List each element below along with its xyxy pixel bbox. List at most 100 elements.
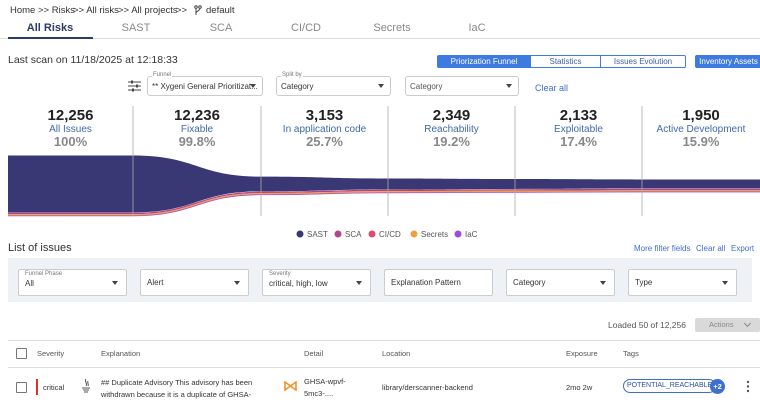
checkbox[interactable]	[16, 382, 27, 393]
stage-name: All Issues	[49, 124, 92, 135]
select-value: Category	[281, 82, 314, 91]
column-header[interactable]: Detail	[304, 349, 324, 358]
clear-all-link[interactable]: Clear all	[535, 83, 569, 93]
button-label: Actions	[709, 320, 734, 329]
stage-percent: 100%	[54, 134, 88, 149]
legend-label: Secrets	[421, 230, 448, 239]
view-button[interactable]: Statistics	[530, 55, 601, 68]
tab[interactable]: CI/CD	[291, 22, 321, 34]
filter-input[interactable]: Explanation Pattern	[384, 269, 493, 296]
breadcrumb-item[interactable]: default	[206, 5, 235, 16]
stage-name: In application code	[283, 124, 367, 135]
view-button[interactable]: Issues Evolution	[600, 55, 686, 68]
stage-percent: 99.8%	[179, 134, 216, 149]
section-title: List of issues	[8, 242, 72, 254]
filter-value: Explanation Pattern	[391, 278, 461, 287]
checkbox[interactable]	[16, 348, 27, 359]
stage-name: Active Development	[657, 124, 746, 135]
more-tags[interactable]: +2	[710, 379, 725, 394]
legend-swatch	[410, 230, 418, 238]
category-select[interactable]: Category	[405, 76, 519, 96]
tab[interactable]: Secrets	[373, 22, 411, 34]
filter-select[interactable]: Funnel Phase All	[18, 269, 127, 296]
view-button[interactable]: Priorization Funnel	[437, 55, 531, 68]
link[interactable]: Clear all	[696, 244, 726, 253]
loaded-count: Loaded 50 of 12,256	[608, 320, 686, 330]
stage-name: Fixable	[181, 124, 214, 135]
legend-swatch	[334, 230, 342, 238]
funnel-band	[8, 155, 760, 213]
stage-name: Exploitable	[554, 124, 603, 135]
stage-name: Reachability	[424, 124, 478, 135]
tab-bar	[0, 38, 760, 39]
inventory-button[interactable]: Inventory Assets	[695, 55, 760, 68]
filter-value: Type	[635, 278, 653, 287]
filter-icon[interactable]	[128, 80, 141, 92]
java-icon	[82, 378, 90, 393]
legend-label: SAST	[307, 230, 328, 239]
filter-value: All	[25, 279, 34, 288]
select-placeholder: Category	[410, 82, 443, 91]
filter-select[interactable]: Category	[506, 269, 615, 296]
exposure: 2mo 2w	[566, 383, 593, 392]
actions-button[interactable]: Actions	[695, 318, 760, 332]
stage-percent: 17.4%	[560, 134, 597, 149]
filter-select[interactable]: Type	[628, 269, 737, 296]
table-border	[8, 340, 760, 341]
column-header[interactable]: Explanation	[101, 349, 141, 358]
select-value: ** Xygeni General Prioritizat...	[152, 82, 258, 91]
breadcrumb-item: >>	[176, 5, 188, 16]
detail-link[interactable]: 5mc3-....	[304, 389, 334, 398]
filter-label: Funnel Phase	[25, 271, 63, 277]
detail-icon	[284, 381, 297, 391]
link[interactable]: Export	[731, 244, 755, 253]
legend-label: SCA	[345, 230, 362, 239]
tab[interactable]: All Risks	[26, 22, 74, 34]
legend-swatch	[368, 230, 376, 238]
table-border	[8, 367, 760, 368]
last-scan: Last scan on 11/18/2025 at 12:18:33	[8, 54, 178, 66]
legend-label: CI/CD	[379, 230, 401, 239]
tab[interactable]: SCA	[209, 22, 233, 34]
detail-link[interactable]: GHSA-wpvf-	[304, 377, 346, 386]
stage-count: 12,236	[174, 107, 220, 124]
legend-label: IaC	[465, 230, 478, 239]
breadcrumb-item[interactable]: >> All risks	[73, 5, 119, 16]
stage-count: 3,153	[306, 107, 344, 124]
explanation: ## Duplicate Advisory This advisory has …	[101, 378, 253, 399]
tag[interactable]: POTENTIAL_REACHABLE	[623, 379, 717, 393]
column-header[interactable]: Location	[382, 349, 411, 358]
tab[interactable]: IaC	[468, 22, 486, 34]
select-label: Split by	[281, 72, 303, 78]
filter-value: Alert	[147, 278, 164, 287]
row-menu[interactable]	[746, 380, 750, 393]
split-select[interactable]: Split by Category	[276, 72, 391, 96]
filter-select[interactable]: Severity critical, high, low	[262, 269, 371, 296]
tab[interactable]: SAST	[121, 22, 151, 34]
filter-value: Category	[513, 278, 546, 287]
stage-count: 2,349	[433, 107, 471, 124]
legend-swatch	[296, 230, 304, 238]
active-tab-indicator	[8, 37, 93, 39]
stage-percent: 19.2%	[433, 134, 470, 149]
breadcrumb-item[interactable]: Home	[10, 5, 36, 16]
column-header[interactable]: Exposure	[566, 349, 598, 358]
breadcrumb-item[interactable]: >> Risks	[38, 5, 75, 16]
filter-select[interactable]: Alert	[140, 269, 249, 296]
legend-swatch	[454, 230, 462, 238]
breadcrumb-item[interactable]: >> All projects	[118, 5, 178, 16]
column-header[interactable]: Tags	[623, 349, 639, 358]
stage-count: 12,256	[48, 107, 94, 124]
location-link[interactable]: library/derscanner-backend	[382, 383, 473, 392]
filter-value: critical, high, low	[269, 279, 328, 288]
branch-icon	[194, 5, 202, 15]
column-header[interactable]: Severity	[37, 349, 65, 358]
filter-label: Severity	[269, 271, 291, 277]
stage-count: 1,950	[682, 107, 720, 124]
stage-count: 2,133	[560, 107, 598, 124]
link[interactable]: More filter fields	[634, 244, 691, 253]
severity-bar	[36, 379, 38, 395]
funnel-select[interactable]: Funnel ** Xygeni General Prioritizat...	[147, 72, 263, 96]
